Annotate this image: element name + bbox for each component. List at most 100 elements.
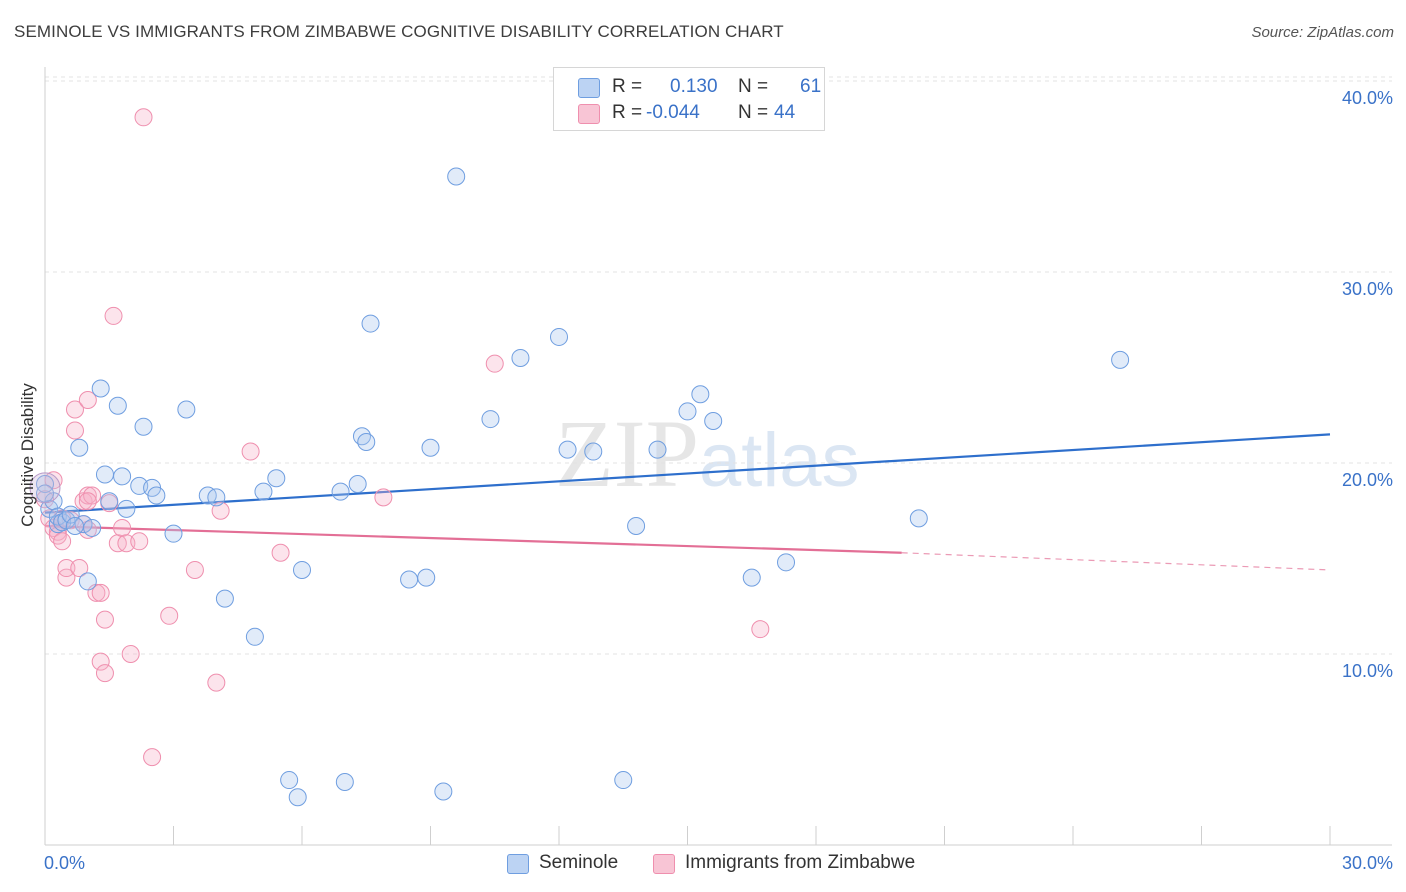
chart-title: SEMINOLE VS IMMIGRANTS FROM ZIMBABWE COG… (14, 22, 784, 41)
legend-r-value: -0.044 (646, 102, 700, 123)
point-seminole (70, 438, 89, 457)
point-zimbabwe (113, 518, 132, 537)
point-zimbabwe (91, 583, 110, 602)
watermark: ZIPatlas (555, 398, 860, 509)
point-zimbabwe (78, 492, 97, 511)
point-zimbabwe (121, 645, 140, 663)
point-seminole (117, 499, 136, 518)
legend-r-label: R = (612, 76, 643, 97)
point-zimbabwe (143, 748, 162, 767)
legend-n-label: N = (738, 102, 769, 123)
point-zimbabwe (207, 673, 226, 692)
axes (44, 67, 1392, 846)
point-seminole (584, 442, 603, 461)
point-seminole (91, 379, 110, 398)
point-seminole (164, 524, 183, 543)
point-seminole (777, 553, 796, 572)
correlation-legend: R = 0.130 N = 61 R = -0.044 N = 44 (553, 67, 825, 131)
data-points (29, 108, 1130, 807)
point-zimbabwe (751, 620, 770, 639)
point-seminole (95, 465, 114, 484)
watermark-atlas: atlas (699, 418, 860, 503)
point-seminole (447, 167, 466, 186)
legend-n-value: 44 (774, 102, 796, 123)
legend-r-label: R = (612, 102, 643, 123)
point-seminole (215, 589, 234, 608)
point-seminole (742, 568, 761, 587)
point-seminole (691, 385, 710, 404)
point-seminole (245, 627, 264, 646)
point-seminole (100, 492, 119, 511)
trend-lines (44, 433, 1331, 571)
point-seminole (113, 467, 132, 486)
source-label: Source: ZipAtlas.com (1251, 24, 1394, 41)
point-seminole (421, 438, 440, 457)
point-seminole (61, 505, 80, 524)
point-seminole (293, 560, 311, 579)
point-seminole (614, 771, 633, 790)
point-seminole (550, 327, 568, 346)
trend-line-seminole (44, 433, 1331, 514)
bottom-legend-label-zimbabwe: Immigrants from Zimbabwe (685, 852, 916, 873)
gridlines (45, 76, 1392, 655)
point-seminole (704, 411, 723, 430)
point-seminole (267, 469, 286, 488)
point-zimbabwe (70, 559, 89, 578)
bottom-legend-swatch-seminole (507, 854, 529, 874)
x-tick-label: 0.0% (44, 853, 85, 873)
point-seminole (147, 486, 166, 505)
legend-n-value: 61 (800, 76, 822, 97)
point-zimbabwe (485, 354, 504, 373)
point-seminole (36, 484, 54, 503)
point-zimbabwe (130, 532, 149, 551)
point-seminole (83, 518, 102, 537)
point-seminole (648, 440, 667, 459)
legend-r-value: 0.130 (670, 76, 718, 97)
watermark-zip: ZIP (555, 400, 699, 507)
point-seminole (280, 771, 299, 790)
legend-swatch-zimbabwe (578, 104, 600, 124)
point-zimbabwe (241, 442, 260, 461)
point-zimbabwe (160, 606, 179, 625)
point-zimbabwe (78, 390, 97, 409)
point-seminole (481, 410, 500, 429)
point-zimbabwe (91, 652, 110, 671)
point-seminole (331, 482, 350, 501)
point-zimbabwe (374, 488, 393, 507)
point-seminole (348, 475, 367, 494)
trend-line-zimbabwe (44, 524, 902, 554)
point-cluster (29, 472, 61, 504)
point-seminole (207, 488, 226, 507)
point-seminole (335, 772, 354, 791)
point-seminole (357, 432, 376, 451)
point-zimbabwe (104, 306, 123, 325)
point-zimbabwe (57, 559, 76, 578)
legend-n-label: N = (738, 76, 769, 97)
y-tick-label: 20.0% (1342, 470, 1393, 490)
point-seminole (177, 400, 196, 419)
point-zimbabwe (185, 560, 204, 579)
point-zimbabwe (211, 501, 230, 520)
point-seminole (361, 314, 380, 333)
point-zimbabwe (44, 471, 63, 490)
point-zimbabwe (95, 664, 114, 683)
point-zimbabwe (78, 486, 97, 505)
point-zimbabwe (134, 108, 153, 127)
legend-swatch-seminole (578, 78, 600, 98)
point-seminole (417, 568, 436, 587)
point-seminole (78, 572, 97, 591)
point-seminole (909, 509, 928, 528)
point-seminole (108, 396, 127, 415)
point-seminole (36, 475, 54, 494)
point-seminole (558, 440, 577, 459)
y-tick-label: 10.0% (1342, 661, 1393, 681)
bottom-legend-swatch-zimbabwe (653, 854, 675, 874)
point-seminole (65, 517, 84, 536)
point-zimbabwe (53, 532, 72, 551)
point-zimbabwe (95, 610, 114, 629)
trend-line-zimbabwe-extrapolated (901, 552, 1331, 571)
tick-labels: 10.0% 20.0% 30.0% 40.0% 0.0% 30.0% (44, 88, 1393, 873)
point-seminole (511, 348, 530, 367)
y-axis-label: Cognitive Disability (18, 383, 37, 527)
